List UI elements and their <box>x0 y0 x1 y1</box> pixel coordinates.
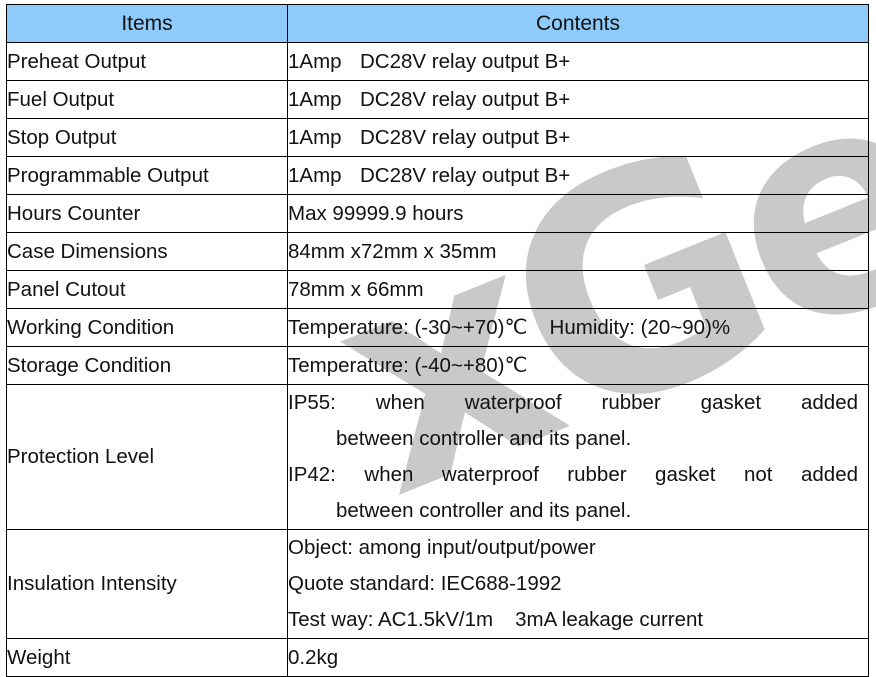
table-row: Programmable Output 1Amp DC28V relay outp… <box>6 156 869 195</box>
row-value-fuel-output: 1Amp DC28V relay output B+ <box>287 80 869 119</box>
fuel-output-desc: DC28V relay output B+ <box>360 87 571 111</box>
specification-table-container: Items Contents Preheat Output 1Amp DC28V … <box>6 4 869 677</box>
stop-output-desc: DC28V relay output B+ <box>360 125 571 149</box>
preheat-amp-value: 1Amp <box>288 49 342 73</box>
row-label-panel-cutout: Panel Cutout <box>6 270 288 309</box>
protection-line-4: between controller and its panel. <box>336 499 632 522</box>
table-row: Preheat Output 1Amp DC28V relay output B+ <box>6 42 869 81</box>
row-label-programmable-output: Programmable Output <box>6 156 288 195</box>
row-value-hours-counter: Max 99999.9 hours <box>287 194 869 233</box>
insulation-line-1: Object: among input/output/power <box>288 536 596 559</box>
row-value-protection-level: IP55: when waterproof rubber gasket adde… <box>287 384 869 530</box>
working-temperature: Temperature: (-30~+70)℃ <box>288 316 528 339</box>
insulation-leakage-note: 3mA leakage current <box>515 608 704 631</box>
fuel-amp-value: 1Amp <box>288 87 342 111</box>
preheat-output-desc: DC28V relay output B+ <box>360 49 571 73</box>
row-label-working-condition: Working Condition <box>6 308 288 347</box>
row-value-insulation-intensity: Object: among input/output/power Quote s… <box>287 529 869 639</box>
row-value-weight: 0.2kg <box>287 638 869 677</box>
column-header-items: Items <box>6 4 288 43</box>
insulation-line-3: Test way: AC1.5kV/1m 3mA leakage current <box>288 602 858 638</box>
working-humidity: Humidity: (20~90)% <box>549 316 731 339</box>
table-row: Fuel Output 1Amp DC28V relay output B+ <box>6 80 869 119</box>
insulation-test-way: Test way: AC1.5kV/1m <box>288 608 494 631</box>
table-row: Stop Output 1Amp DC28V relay output B+ <box>6 118 869 157</box>
row-label-insulation-intensity: Insulation Intensity <box>6 529 288 639</box>
row-label-storage-condition: Storage Condition <box>6 346 288 385</box>
table-row: Insulation Intensity Object: among input… <box>6 529 869 639</box>
row-value-preheat-output: 1Amp DC28V relay output B+ <box>287 42 869 81</box>
row-value-case-dimensions: 84mm x72mm x 35mm <box>287 232 869 271</box>
row-value-panel-cutout: 78mm x 66mm <box>287 270 869 309</box>
programmable-output-desc: DC28V relay output B+ <box>360 163 571 187</box>
table-row: Panel Cutout 78mm x 66mm <box>6 270 869 309</box>
protection-line-1: IP55: when waterproof rubber gasket adde… <box>288 391 858 414</box>
row-label-protection-level: Protection Level <box>6 384 288 530</box>
specification-table: Items Contents Preheat Output 1Amp DC28V … <box>6 4 869 677</box>
row-label-weight: Weight <box>6 638 288 677</box>
table-row: Working Condition Temperature: (-30~+70)… <box>6 308 869 347</box>
insulation-line-2: Quote standard: IEC688-1992 <box>288 572 562 595</box>
row-value-programmable-output: 1Amp DC28V relay output B+ <box>287 156 869 195</box>
table-row: Case Dimensions 84mm x72mm x 35mm <box>6 232 869 271</box>
protection-line-3: IP42: when waterproof rubber gasket not … <box>288 463 858 486</box>
row-label-fuel-output: Fuel Output <box>6 80 288 119</box>
table-row: Storage Condition Temperature: (-40~+80)… <box>6 346 869 385</box>
table-row: Hours Counter Max 99999.9 hours <box>6 194 869 233</box>
column-header-contents: Contents <box>287 4 869 43</box>
protection-line-2: between controller and its panel. <box>336 427 632 450</box>
table-row: Weight 0.2kg <box>6 638 869 677</box>
row-label-case-dimensions: Case Dimensions <box>6 232 288 271</box>
row-label-preheat-output: Preheat Output <box>6 42 288 81</box>
row-label-stop-output: Stop Output <box>6 118 288 157</box>
row-label-hours-counter: Hours Counter <box>6 194 288 233</box>
row-value-working-condition: Temperature: (-30~+70)℃ Humidity: (20~90)… <box>287 308 869 347</box>
row-value-stop-output: 1Amp DC28V relay output B+ <box>287 118 869 157</box>
row-value-storage-condition: Temperature: (-40~+80)℃ <box>287 346 869 385</box>
stop-amp-value: 1Amp <box>288 125 342 149</box>
table-header-row: Items Contents <box>6 4 869 43</box>
programmable-amp-value: 1Amp <box>288 163 342 187</box>
table-row: Protection Level IP55: when waterproof r… <box>6 384 869 530</box>
